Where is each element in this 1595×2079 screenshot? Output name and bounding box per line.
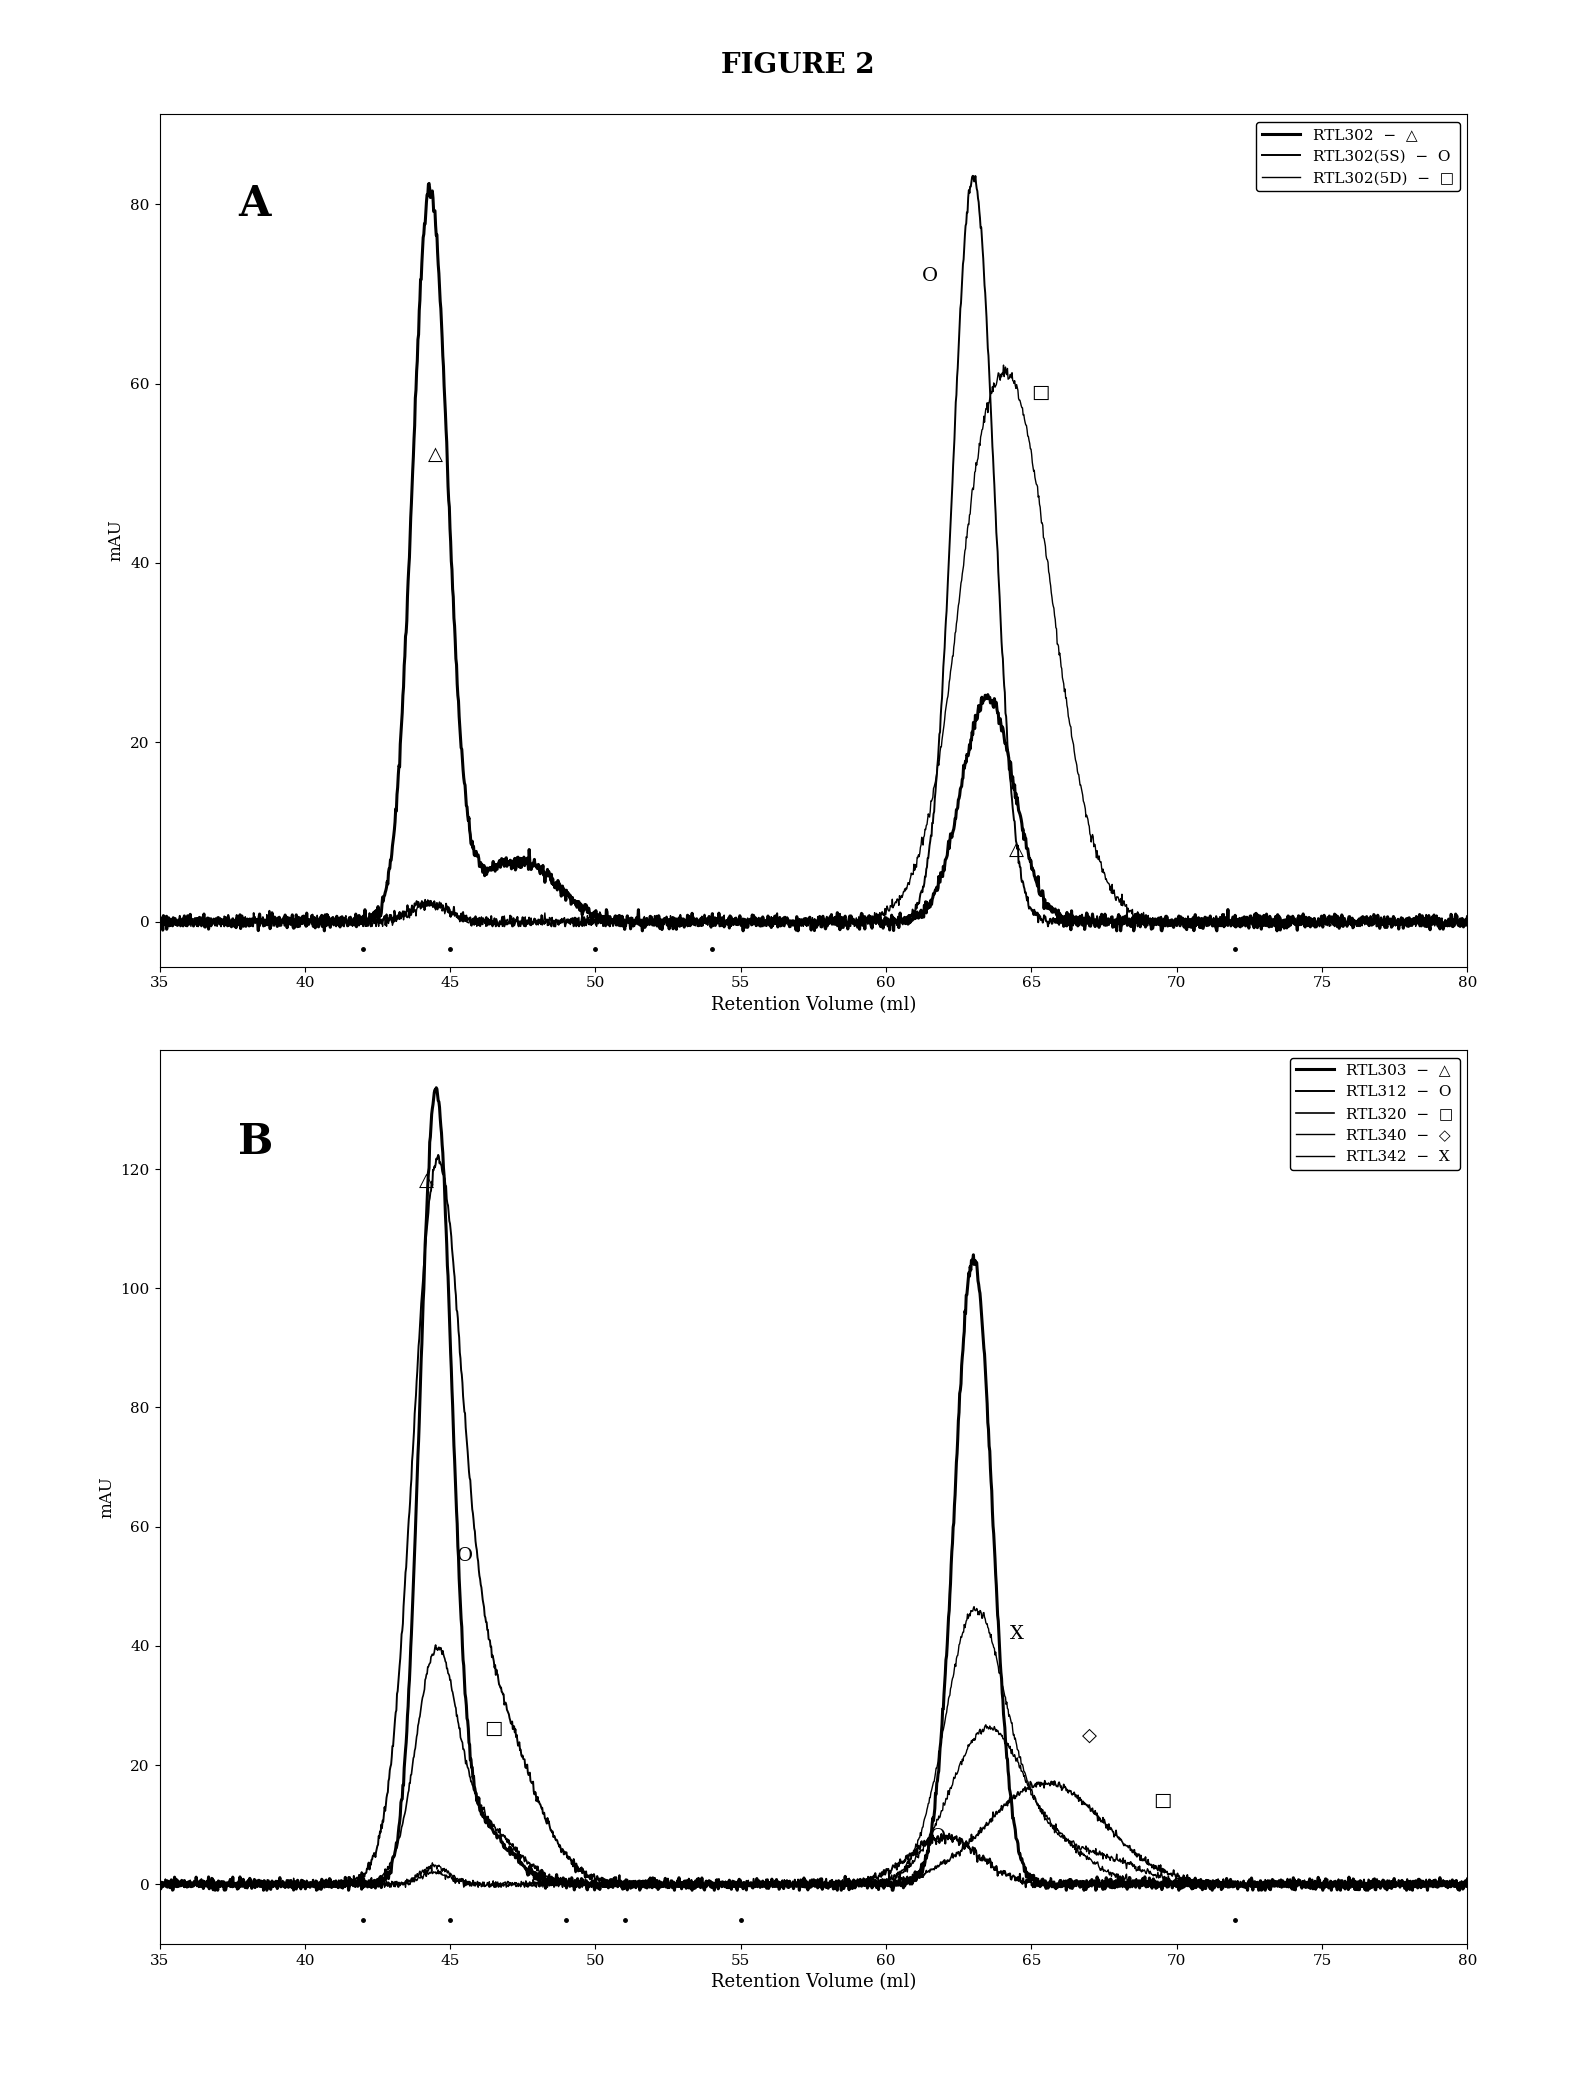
Text: □: □: [1153, 1792, 1171, 1811]
Text: A: A: [238, 183, 270, 225]
Text: O: O: [930, 1827, 946, 1846]
X-axis label: Retention Volume (ml): Retention Volume (ml): [711, 1973, 916, 1992]
Y-axis label: mAU: mAU: [108, 520, 124, 561]
Text: O: O: [456, 1547, 472, 1565]
Text: B: B: [238, 1121, 273, 1164]
Text: □: □: [485, 1719, 502, 1738]
Text: O: O: [922, 266, 938, 285]
Text: △: △: [1010, 842, 1024, 859]
Y-axis label: mAU: mAU: [97, 1476, 115, 1518]
Text: □: □: [1030, 383, 1050, 401]
Text: △: △: [427, 447, 443, 464]
Text: ◇: ◇: [1081, 1726, 1097, 1744]
X-axis label: Retention Volume (ml): Retention Volume (ml): [711, 996, 916, 1015]
Text: △: △: [419, 1173, 434, 1189]
Legend: RTL302  −  △, RTL302(5S)  −  O, RTL302(5D)  −  □: RTL302 − △, RTL302(5S) − O, RTL302(5D) −…: [1255, 123, 1459, 191]
Legend: RTL303  −  △, RTL312  −  O, RTL320  −  □, RTL340  −  ◇, RTL342  −  X: RTL303 − △, RTL312 − O, RTL320 − □, RTL3…: [1290, 1058, 1459, 1170]
Text: FIGURE 2: FIGURE 2: [721, 52, 874, 79]
Text: X: X: [1010, 1626, 1024, 1642]
